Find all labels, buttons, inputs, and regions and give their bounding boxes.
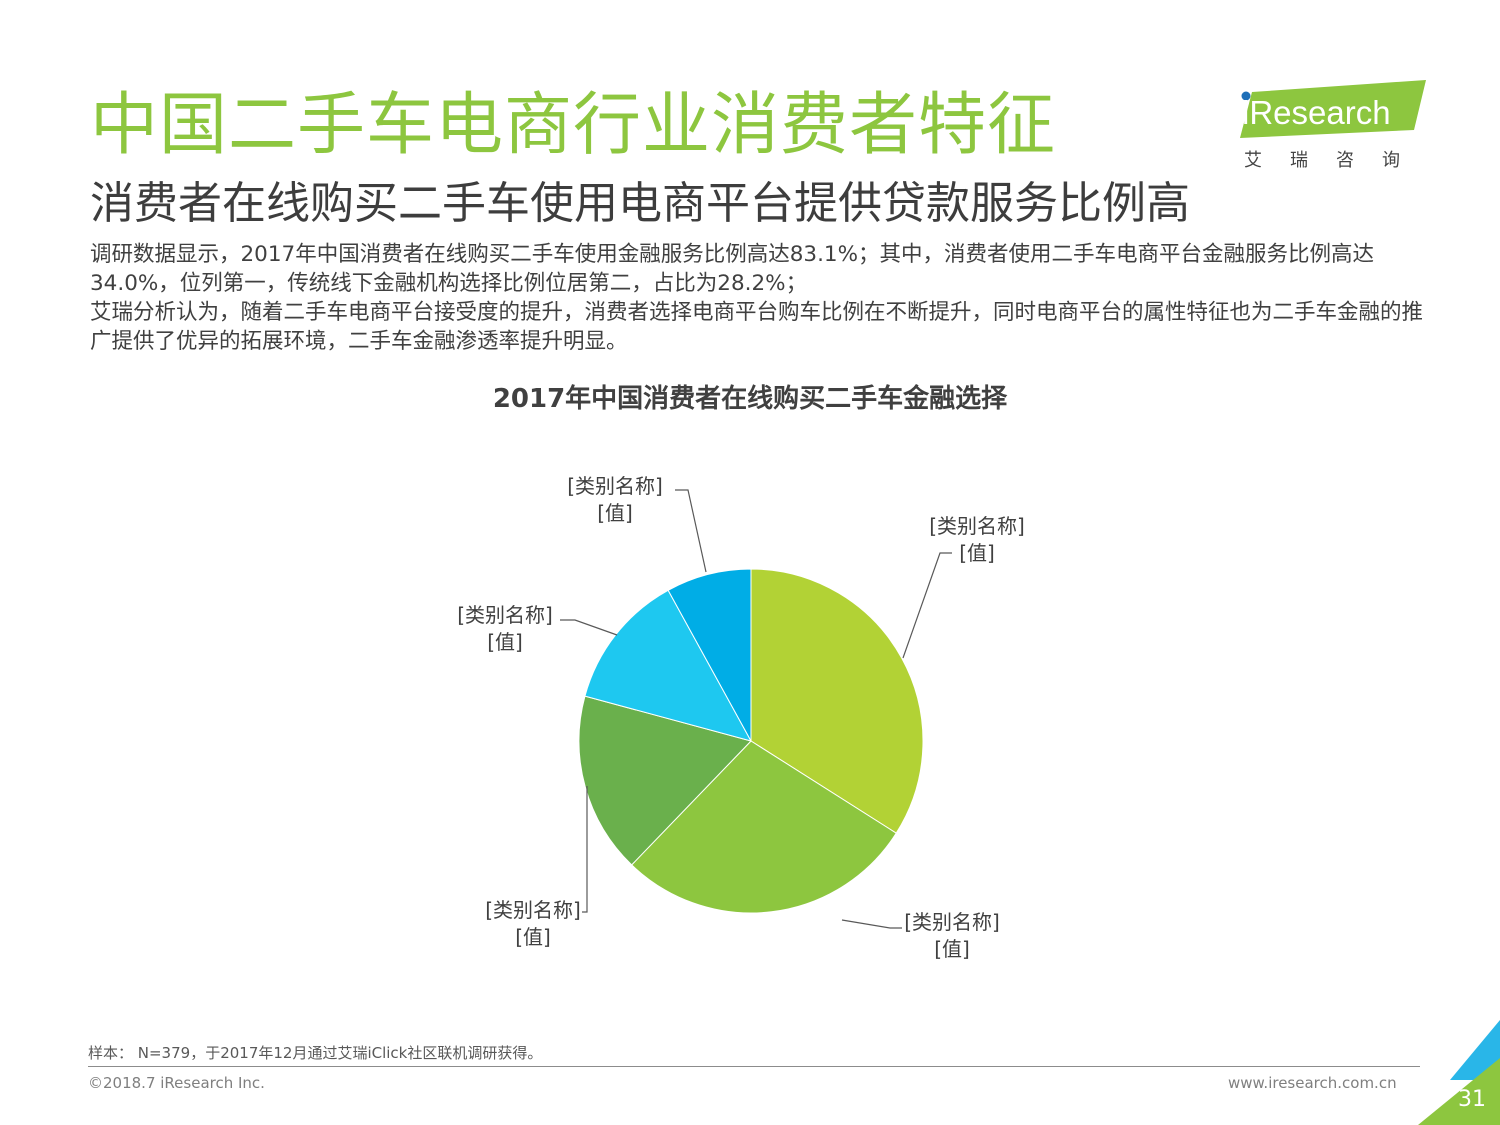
data-label-value-1: [值] — [959, 541, 995, 565]
corner-decoration — [1418, 1020, 1500, 1125]
data-label-value-5: [值] — [597, 501, 633, 525]
pie-slice-2 — [630, 740, 897, 914]
leader-line-3 — [582, 786, 588, 913]
pie-slice-3 — [578, 695, 752, 866]
data-label-name-5: [类别名称] — [567, 474, 663, 498]
leader-lines — [560, 489, 952, 929]
data-label-name-2: [类别名称] — [904, 910, 1000, 934]
data-label-value-2: [值] — [934, 937, 970, 961]
corner-green-shape — [1418, 1058, 1500, 1125]
chart-title: 2017年中国消费者在线购买二手车金融选择 — [492, 384, 1008, 414]
pie-slices — [578, 568, 924, 914]
iresearch-logo: iResearch — [1240, 80, 1426, 138]
logo-dot-icon — [1241, 91, 1251, 101]
copyright: ©2018.7 iResearch Inc. — [88, 1074, 265, 1092]
leader-line-1 — [902, 552, 952, 659]
page-title: 中国二手车电商行业消费者特征 — [90, 86, 1057, 165]
sample-note: 样本： N=379，于2017年12月通过艾瑞iClick社区联机调研获得。 — [88, 1044, 543, 1062]
page-number: 31 — [1458, 1087, 1486, 1112]
data-label-name-1: [类别名称] — [929, 514, 1025, 538]
data-label-name-4: [类别名称] — [457, 603, 553, 627]
logo-green-banner — [1240, 80, 1426, 138]
description-paragraph-2: 艾瑞分析认为，随着二手车电商平台接受度的提升，消费者选择电商平台购车比例在不断提… — [90, 300, 1424, 354]
pie-slice-1 — [750, 568, 924, 834]
leader-line-5 — [675, 489, 707, 573]
page-subtitle: 消费者在线购买二手车使用电商平台提供贷款服务比例高 — [90, 178, 1190, 229]
description-paragraph-1: 调研数据显示，2017年中国消费者在线购买二手车使用金融服务比例高达83.1%；… — [90, 242, 1375, 296]
data-label-value-4: [值] — [487, 630, 523, 654]
data-label-value-3: [值] — [515, 925, 551, 949]
pie-slice-5 — [667, 568, 752, 742]
footer-divider — [88, 1066, 1420, 1067]
data-labels: [类别名称] [值] [类别名称] [值] [类别名称] [值] [类别名称] [值] [类别名… — [457, 474, 1025, 961]
description: 调研数据显示，2017年中国消费者在线购买二手车使用金融服务比例高达83.1%；… — [90, 240, 1435, 356]
website-link[interactable]: www.iresearch.com.cn — [1228, 1074, 1397, 1092]
corner-blue-shape — [1450, 1020, 1500, 1080]
leader-line-4 — [560, 619, 618, 636]
data-label-name-3: [类别名称] — [485, 898, 581, 922]
leader-line-2 — [841, 919, 902, 929]
logo-text: iResearch — [1242, 94, 1391, 131]
logo-subtext: 艾瑞咨询 — [1244, 150, 1428, 171]
